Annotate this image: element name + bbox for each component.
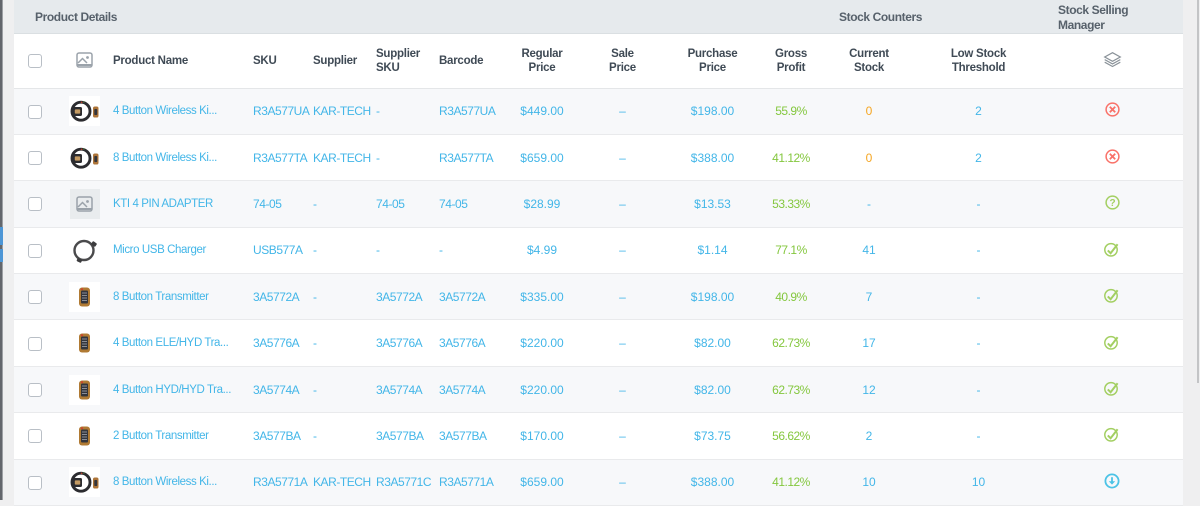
svg-text:?: ? xyxy=(1109,198,1115,209)
